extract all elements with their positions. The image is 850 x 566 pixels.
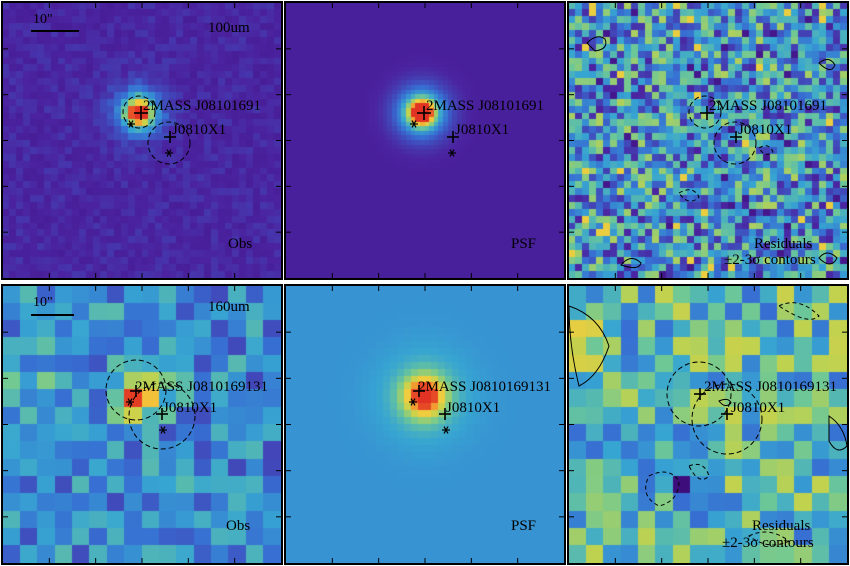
plus-marker-2mass [417, 106, 431, 120]
overlay-markers [286, 286, 564, 563]
axis-ticks [569, 3, 847, 278]
star-marker-2mass [126, 398, 134, 406]
panel-label: Residuals [754, 236, 813, 252]
plus-marker-x1 [447, 131, 459, 143]
aperture-circle-2mass [666, 361, 732, 427]
plus-marker-2mass [130, 385, 142, 397]
heatmap-image [286, 3, 564, 278]
panel-label: PSF [511, 236, 537, 252]
axis-ticks [3, 3, 281, 278]
overlay-markers [569, 286, 847, 563]
plus-marker-2mass [700, 106, 714, 120]
panel-label: Residuals [752, 518, 811, 534]
source-label-x1: J0810X1 [446, 400, 501, 416]
contour [586, 36, 607, 52]
band-label: 160um [208, 299, 250, 315]
overlay-markers [3, 3, 281, 278]
panel-100um-obs: 10" 100um 2MASS J08101691 J0810X1 Obs [1, 1, 283, 280]
source-label-x1: J0810X1 [738, 122, 793, 138]
heatmap-image [286, 286, 564, 563]
contour-negative [645, 471, 680, 507]
overlay-markers [3, 286, 281, 563]
aperture-circle-x1 [691, 383, 763, 455]
source-label-2mass: 2MASS J0810169131 [704, 379, 837, 395]
aperture-circle-2mass [122, 95, 156, 129]
aperture-circle-2mass [688, 95, 722, 129]
contour [718, 398, 732, 407]
star-marker-2mass [410, 120, 418, 128]
contour [828, 415, 847, 451]
star-marker-x1 [442, 426, 450, 434]
aperture-circle-x1 [147, 121, 191, 165]
scale-bar [31, 314, 74, 316]
contour [818, 252, 838, 265]
source-label-2mass: 2MASS J08101691 [143, 98, 261, 114]
plus-marker-2mass [694, 388, 706, 400]
overlay-markers [569, 3, 847, 278]
star-marker-x1 [165, 149, 173, 157]
panel-100um-residuals: 2MASS J08101691 J0810X1 Residuals ±2-3σ … [567, 1, 849, 280]
source-label-x1: J0810X1 [163, 400, 218, 416]
panel-160um-obs: 10" 160um 2MASS J0810169131 J0810X1 Obs [1, 284, 283, 565]
contour-negative [678, 189, 700, 202]
source-label-2mass: 2MASS J0810169131 [418, 379, 551, 395]
panel-label: Obs [228, 236, 253, 252]
panel-label: PSF [511, 518, 537, 534]
panel-label: Obs [226, 518, 251, 534]
source-label-x1: J0810X1 [172, 122, 227, 138]
band-label: 100um [208, 20, 250, 36]
source-label-2mass: 2MASS J08101691 [709, 98, 827, 114]
plus-marker-x1 [156, 408, 168, 420]
contour-negative [758, 145, 774, 155]
scale-label: 10" [33, 12, 53, 27]
aperture-circle-x1 [713, 121, 757, 165]
contour [569, 305, 610, 387]
contour [818, 59, 836, 70]
heatmap-image [569, 3, 847, 278]
aperture-circle-x1 [128, 382, 196, 450]
star-marker-2mass [127, 120, 135, 128]
plus-marker-x1 [730, 131, 742, 143]
axis-ticks [3, 286, 281, 563]
plus-marker-x1 [439, 408, 451, 420]
plus-marker-x1 [721, 408, 733, 420]
contour-negative [688, 463, 710, 480]
scale-label: 10" [33, 295, 53, 310]
star-marker-x1 [448, 149, 456, 157]
source-label-2mass: 2MASS J0810169131 [135, 379, 268, 395]
star-marker-x1 [159, 426, 167, 434]
axis-ticks [286, 286, 564, 563]
panel-160um-residuals: 2MASS J0810169131 J0810X1 Residuals ±2-3… [567, 284, 849, 565]
star-marker-2mass [409, 398, 417, 406]
plus-marker-2mass [134, 106, 148, 120]
aperture-circle-2mass [105, 359, 167, 421]
axis-ticks [286, 3, 564, 278]
heatmap-image [3, 286, 281, 563]
plus-marker-2mass [413, 385, 425, 397]
scale-bar [31, 30, 79, 32]
panel-160um-psf: 2MASS J0810169131 J0810X1 PSF [284, 284, 566, 565]
contour-negative [748, 531, 790, 546]
panel-sublabel: ±2-3σ contours [722, 535, 814, 551]
heatmap-image [3, 3, 281, 278]
source-label-x1: J0810X1 [731, 400, 786, 416]
source-label-x1: J0810X1 [455, 122, 510, 138]
source-label-2mass: 2MASS J08101691 [426, 98, 544, 114]
panel-100um-psf: 2MASS J08101691 J0810X1 PSF [284, 1, 566, 280]
axis-ticks [569, 286, 847, 563]
panel-sublabel: ±2-3σ contours [724, 252, 816, 268]
plus-marker-x1 [164, 131, 176, 143]
contour-negative [778, 302, 820, 320]
overlay-markers [286, 3, 564, 278]
contour [620, 258, 642, 269]
